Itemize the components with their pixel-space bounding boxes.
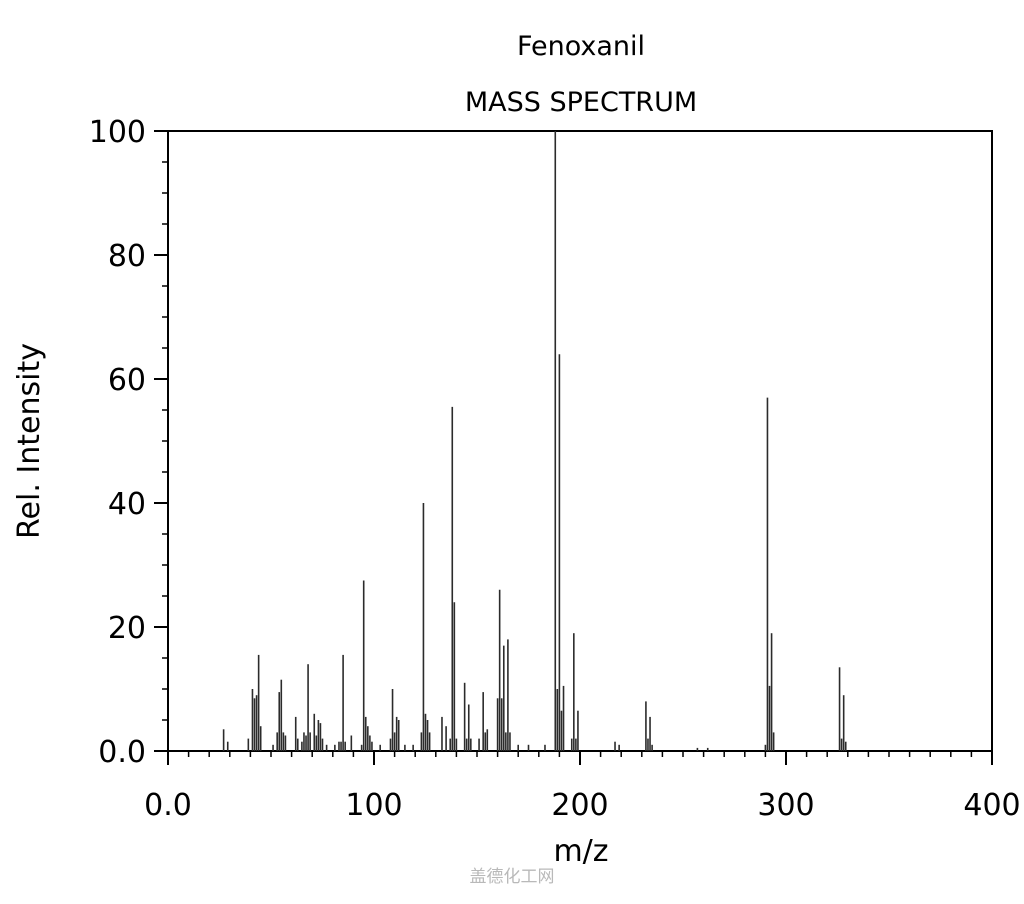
y-axis-ticks: 0.0 20 40 60 80 100 (89, 115, 168, 770)
x-tick-label: 400 (963, 788, 1020, 823)
x-axis-label: m/z (553, 834, 608, 869)
chart-subtitle: MASS SPECTRUM (465, 87, 697, 118)
peak-series (222, 131, 847, 751)
x-tick-label: 100 (345, 788, 402, 823)
y-tick-label: 80 (108, 239, 146, 274)
x-tick-label: 200 (551, 788, 608, 823)
x-tick-label: 300 (757, 788, 814, 823)
y-tick-label: 60 (108, 363, 146, 398)
y-tick-label: 20 (108, 611, 146, 646)
y-tick-label: 0.0 (98, 735, 146, 770)
x-tick-label: 0.0 (144, 788, 192, 823)
y-minor-ticks (162, 130, 168, 752)
y-tick-label: 40 (108, 487, 146, 522)
chart-title: Fenoxanil (517, 31, 645, 62)
plot-frame (167, 130, 993, 752)
x-minor-ticks (167, 751, 993, 757)
y-axis-label: Rel. Intensity (12, 343, 47, 539)
y-tick-label: 100 (89, 115, 146, 150)
watermark-text: 盖德化工网 (469, 867, 555, 887)
x-axis-ticks: 0.0 100 200 300 400 (144, 751, 1021, 823)
